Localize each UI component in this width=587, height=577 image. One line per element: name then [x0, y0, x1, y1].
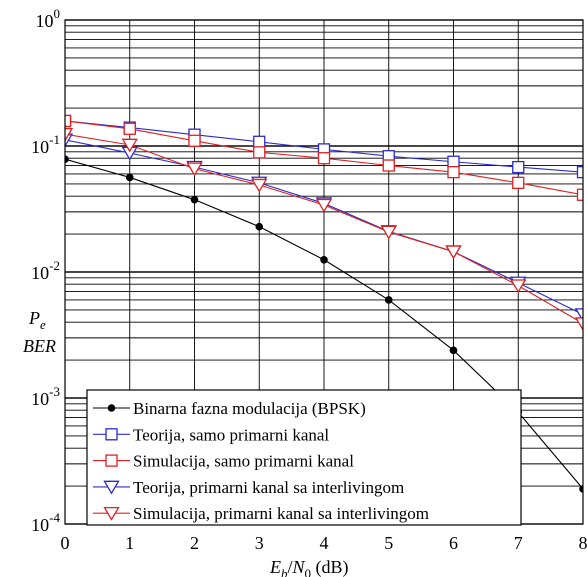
- legend-label: Teorija, primarni kanal sa interlivingom: [133, 478, 404, 497]
- legend-entry: Simulacija, primarni kanal sa interlivin…: [93, 504, 429, 523]
- x-tick-label: 2: [190, 533, 199, 553]
- legend-entry: Simulacija, samo primarni kanal: [93, 452, 354, 471]
- series-layer: [65, 114, 583, 493]
- data-point: [576, 188, 583, 201]
- x-tick-label: 1: [125, 533, 134, 553]
- legend-label: Simulacija, primarni kanal sa interlivin…: [133, 504, 429, 523]
- series-3: [65, 114, 583, 201]
- legend-marker: [103, 480, 120, 495]
- legend-box: [86, 389, 522, 526]
- y-tick-label: 10-2: [31, 258, 60, 283]
- x-tick-label: 0: [61, 533, 70, 553]
- series-5: [65, 127, 583, 332]
- legend-entry: Teorija, samo primarni kanal: [93, 425, 329, 444]
- x-tick-label: 6: [449, 533, 458, 553]
- legend-marker: [105, 428, 118, 441]
- data-point: [512, 176, 525, 189]
- data-point: [579, 485, 583, 493]
- data-point: [123, 122, 136, 135]
- data-point: [65, 127, 74, 142]
- x-tick-label: 7: [514, 533, 523, 553]
- data-point: [65, 114, 72, 128]
- data-point: [121, 138, 138, 153]
- legend-entry: Teorija, primarni kanal sa interlivingom: [93, 478, 404, 497]
- legend-label: Teorija, samo primarni kanal: [133, 425, 329, 444]
- data-point: [576, 166, 583, 179]
- data-point: [317, 152, 331, 165]
- x-tick-label: 3: [255, 533, 264, 553]
- data-point: [574, 317, 583, 332]
- tick-labels: 0 1 2 3 4 5 6 7 8 100 10-1 10-2 10-3 10-4: [31, 6, 587, 553]
- data-point: [253, 135, 266, 148]
- data-point: [125, 173, 134, 182]
- data-point: [320, 255, 328, 264]
- data-point: [445, 245, 462, 260]
- legend-label: Binarna fazna modulacija (BPSK): [133, 399, 366, 418]
- data-point: [449, 346, 458, 355]
- data-point: [384, 296, 393, 304]
- legend: Binarna fazna modulacija (BPSK) Teorija, …: [86, 389, 522, 526]
- legend-marker: [105, 454, 118, 467]
- legend-entry: Binarna fazna modulacija (BPSK): [93, 399, 366, 418]
- legend-marker: [103, 506, 120, 521]
- data-point: [315, 198, 333, 213]
- data-point: [447, 155, 460, 168]
- y-tick-label: 10-3: [31, 384, 60, 409]
- data-point: [190, 195, 199, 204]
- x-axis-label: Eb/N0 (dB): [269, 557, 349, 577]
- data-point: [251, 178, 268, 193]
- legend-marker: [107, 404, 116, 412]
- x-tick-label: 5: [384, 533, 393, 553]
- data-point: [510, 279, 527, 294]
- data-point: [447, 166, 460, 179]
- data-point: [253, 146, 266, 159]
- data-point: [188, 134, 201, 147]
- x-tick-label: 8: [579, 533, 587, 553]
- legend-label: Simulacija, samo primarni kanal: [133, 452, 354, 471]
- y-tick-label: 10-4: [31, 510, 60, 535]
- data-point: [186, 162, 203, 177]
- data-point: [255, 222, 264, 231]
- x-tick-label: 4: [320, 533, 329, 553]
- data-point: [512, 160, 525, 174]
- y-axis-label-line2: BER: [23, 336, 56, 356]
- y-tick-label: 10-1: [31, 132, 60, 157]
- data-point: [382, 159, 395, 172]
- y-axis-label-line1: Pe: [28, 308, 46, 332]
- y-tick-label: 100: [36, 6, 61, 31]
- data-point: [380, 225, 397, 240]
